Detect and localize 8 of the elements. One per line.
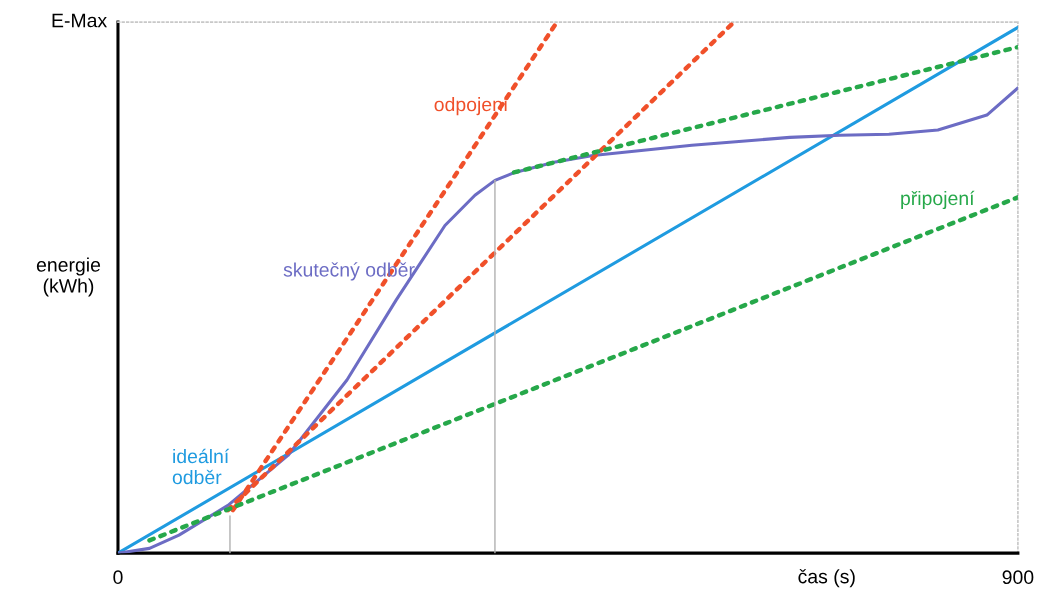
x-tick-label: 0 [113,570,123,585]
series-label: skutečný odběr [283,262,415,281]
series-label: ideální odběr [172,448,230,485]
y-axis-title: energie (kWh) [36,257,101,297]
text: E-Max [52,13,107,28]
x-axis-title: čas (s) [798,569,855,588]
text: připojení [901,190,975,210]
x-tick-label: 900 [1002,570,1034,585]
